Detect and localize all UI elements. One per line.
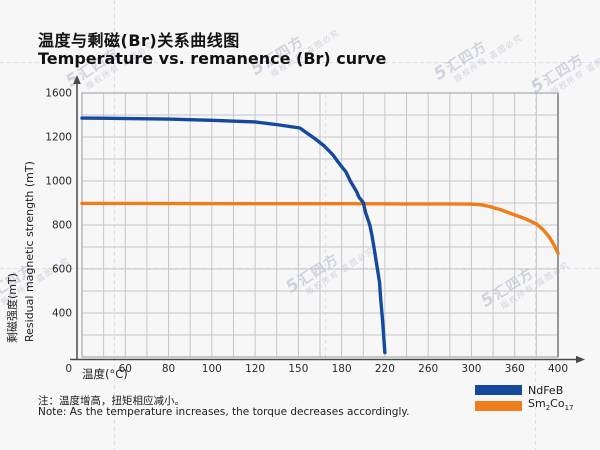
svg-text:0: 0 <box>65 363 72 375</box>
x-axis-label: 温度(°C) <box>82 367 128 381</box>
note-english: Note: As the temperature increases, the … <box>38 406 410 418</box>
legend-label-sm2co17: Sm2Co17 <box>528 396 574 413</box>
svg-text:400: 400 <box>548 363 568 375</box>
svg-text:100: 100 <box>202 363 222 375</box>
page-title-english: Temperature vs. remanence (Br) curve <box>38 49 387 68</box>
svg-text:150: 150 <box>288 363 308 375</box>
note-chinese: 注：温度增高，扭矩相应减小。 <box>38 395 185 407</box>
svg-text:600: 600 <box>52 264 72 276</box>
legend-item-sm2co17: Sm2Co17 <box>475 398 574 414</box>
svg-text:60: 60 <box>119 363 132 375</box>
svg-text:360: 360 <box>505 363 525 375</box>
chart-legend: NdFeB Sm2Co17 <box>475 382 574 414</box>
page-title-chinese: 温度与剩磁(Br)关系曲线图 <box>38 31 240 50</box>
svg-text:260: 260 <box>418 363 438 375</box>
svg-text:120: 120 <box>245 363 265 375</box>
svg-text:1600: 1600 <box>45 88 72 100</box>
svg-text:220: 220 <box>375 363 395 375</box>
y-axis-label-english: Residual magnetic strength (mT) <box>23 161 36 342</box>
svg-text:1000: 1000 <box>45 176 72 188</box>
y-axis-label-chinese: 剩磁强度(mT) <box>6 272 19 343</box>
svg-text:180: 180 <box>332 363 352 375</box>
svg-text:1200: 1200 <box>45 132 72 144</box>
sm2co17-color-swatch <box>475 401 522 411</box>
ndfeb-color-swatch <box>475 385 522 395</box>
legend-item-ndfeb: NdFeB <box>475 382 574 398</box>
svg-text:400: 400 <box>52 308 72 320</box>
svg-text:800: 800 <box>52 220 72 232</box>
legend-label-ndfeb: NdFeB <box>528 383 564 397</box>
svg-text:80: 80 <box>162 363 175 375</box>
svg-text:300: 300 <box>461 363 481 375</box>
